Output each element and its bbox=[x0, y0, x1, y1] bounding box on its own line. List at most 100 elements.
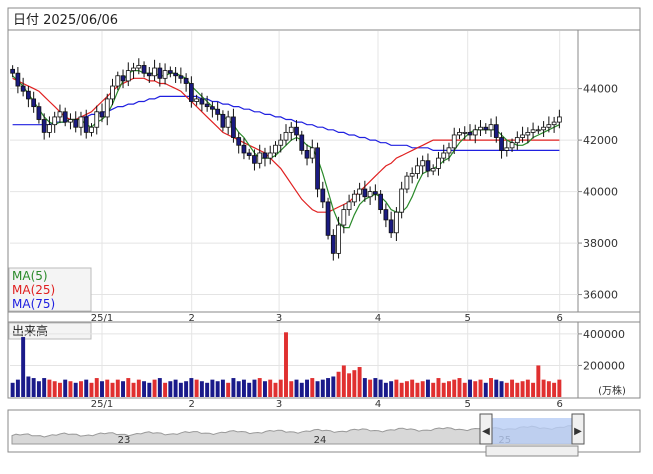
candle-body bbox=[15, 72, 21, 87]
volume-bar bbox=[357, 367, 362, 397]
volume-bar bbox=[336, 371, 341, 397]
navigator-right-handle[interactable] bbox=[571, 413, 585, 445]
candle-body bbox=[78, 116, 84, 128]
volume-bar bbox=[273, 382, 278, 397]
legend-ma5: MA(5) bbox=[12, 269, 48, 283]
price-panel bbox=[7, 29, 641, 313]
candle-body bbox=[231, 116, 236, 138]
candle-body bbox=[73, 119, 79, 128]
volume-bar bbox=[489, 378, 493, 397]
candle-body bbox=[262, 152, 268, 159]
candle-body bbox=[225, 116, 231, 128]
volume-bar bbox=[425, 379, 430, 397]
candle-body bbox=[36, 106, 42, 120]
volume-bar bbox=[42, 378, 47, 397]
candle-body bbox=[47, 124, 52, 133]
volume-title: 出来高 bbox=[12, 323, 48, 338]
candle-body bbox=[215, 108, 221, 115]
candle-body bbox=[372, 191, 378, 195]
candle-body bbox=[436, 157, 441, 169]
volume-bar bbox=[210, 379, 215, 397]
candle-body bbox=[110, 85, 115, 100]
volume-bar bbox=[478, 379, 483, 397]
navigator-scrollbar[interactable] bbox=[485, 445, 579, 457]
navigator-selection[interactable] bbox=[486, 418, 572, 444]
volume-bar bbox=[263, 381, 267, 397]
volume-bar bbox=[73, 382, 78, 397]
volume-bar bbox=[10, 382, 15, 397]
volume-bar bbox=[278, 379, 283, 397]
candle-body bbox=[472, 129, 478, 136]
volume-bar bbox=[536, 365, 541, 397]
candle-body bbox=[257, 152, 263, 164]
candle-body bbox=[173, 72, 178, 77]
price-tick-label: 40000 bbox=[583, 186, 618, 199]
navigator-year-label: 23 bbox=[118, 435, 131, 446]
volume-bar bbox=[510, 379, 515, 397]
volume-bar bbox=[173, 379, 178, 397]
month-label: 4 bbox=[375, 399, 381, 410]
volume-bar bbox=[163, 382, 168, 397]
volume-bar bbox=[483, 382, 488, 397]
candle-body bbox=[341, 209, 347, 226]
candle-body bbox=[278, 139, 284, 146]
volume-bar bbox=[468, 379, 472, 397]
candle-body bbox=[362, 188, 368, 198]
candle-body bbox=[267, 152, 273, 159]
volume-bar bbox=[21, 337, 26, 397]
candle-body bbox=[525, 131, 531, 136]
candle-body bbox=[178, 75, 184, 79]
candle-body bbox=[351, 193, 357, 203]
candle-body bbox=[499, 137, 504, 151]
volume-bar bbox=[326, 378, 331, 397]
navigator-year-label: 24 bbox=[314, 435, 327, 446]
candle-body bbox=[236, 137, 242, 146]
volume-bar bbox=[94, 378, 99, 397]
volume-bar bbox=[147, 382, 152, 397]
candle-body bbox=[394, 211, 399, 234]
candle-body bbox=[462, 131, 468, 134]
candle-body bbox=[346, 201, 352, 211]
candle-body bbox=[52, 116, 58, 126]
candle-body bbox=[430, 168, 436, 172]
volume-bar bbox=[268, 379, 273, 397]
candle-body bbox=[10, 68, 15, 74]
candle-body bbox=[183, 77, 189, 84]
volume-bar bbox=[84, 379, 89, 397]
candle-body bbox=[120, 75, 126, 82]
volume-bar bbox=[410, 379, 415, 397]
volume-bar bbox=[546, 381, 551, 397]
volume-bar bbox=[299, 382, 304, 397]
volume-tick-label: 200000 bbox=[583, 359, 625, 372]
volume-bar bbox=[257, 378, 262, 397]
navigator-left-handle-icon: ◀ bbox=[482, 426, 490, 437]
candle-body bbox=[31, 98, 37, 108]
candle-body bbox=[357, 188, 362, 195]
month-label: 25/1 bbox=[91, 399, 113, 410]
volume-bar bbox=[131, 382, 136, 397]
candle-body bbox=[488, 124, 494, 131]
volume-bar bbox=[57, 382, 62, 397]
volume-bar bbox=[136, 379, 141, 397]
month-label: 6 bbox=[557, 313, 563, 324]
volume-bar bbox=[189, 378, 194, 397]
candle-body bbox=[441, 152, 447, 159]
candle-body bbox=[520, 134, 525, 138]
volume-bar bbox=[110, 382, 115, 397]
volume-bar bbox=[504, 382, 509, 397]
candle-body bbox=[210, 106, 215, 110]
volume-title-box bbox=[8, 322, 92, 340]
candle-body bbox=[136, 65, 142, 69]
volume-bar bbox=[63, 379, 68, 397]
volume-bar bbox=[47, 379, 52, 397]
volume-bar bbox=[236, 381, 241, 397]
candle-body bbox=[325, 201, 331, 236]
candle-body bbox=[273, 144, 278, 154]
volume-bar bbox=[142, 381, 147, 397]
volume-bar bbox=[241, 379, 246, 397]
volume-bar bbox=[447, 381, 451, 397]
volume-bar bbox=[525, 379, 530, 397]
navigator-left-handle[interactable] bbox=[479, 413, 493, 445]
candle-body bbox=[252, 155, 257, 164]
candle-body bbox=[409, 173, 415, 177]
